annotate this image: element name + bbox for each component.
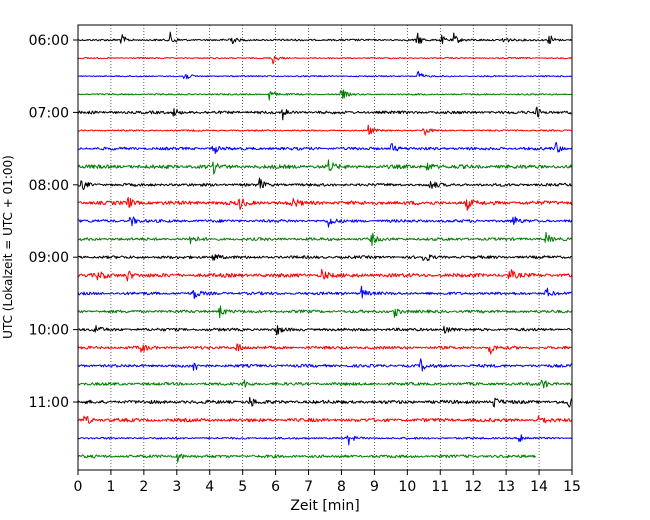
x-tick-label: 11 xyxy=(431,479,449,495)
y-tick-label: 08:00 xyxy=(29,178,69,194)
plot-frame xyxy=(77,24,573,471)
trace-0630 xyxy=(77,71,572,80)
trace-1045 xyxy=(77,379,572,389)
x-tick-label: 2 xyxy=(139,479,148,495)
x-tick-label: 8 xyxy=(337,479,346,495)
x-tick-label: 4 xyxy=(205,479,214,495)
trace-1000 xyxy=(77,325,572,336)
x-tick-label: 6 xyxy=(271,479,280,495)
trace-0930 xyxy=(77,285,572,300)
trace-1145 xyxy=(77,453,536,463)
grid xyxy=(110,25,540,470)
y-ticks: 06:00 07:00 08:00 09:00 10:00 11:00 xyxy=(29,33,78,411)
traces xyxy=(77,31,572,463)
x-tick-label: 14 xyxy=(530,479,548,495)
x-tick-label: 13 xyxy=(497,479,515,495)
y-tick-label: 10:00 xyxy=(29,323,69,339)
x-tick-label: 10 xyxy=(398,479,416,495)
trace-0645 xyxy=(77,89,572,101)
x-tick-label: 9 xyxy=(370,479,379,495)
trace-0745 xyxy=(77,159,572,175)
x-axis-label: Zeit [min] xyxy=(290,498,359,514)
trace-0615 xyxy=(77,55,572,65)
y-tick-label: 09:00 xyxy=(29,250,69,266)
trace-1100 xyxy=(77,396,572,408)
trace-0945 xyxy=(77,305,572,319)
trace-1030 xyxy=(77,358,572,372)
x-tick-label: 0 xyxy=(74,479,83,495)
y-axis-label: UTC (Lokalzeit = UTC + 01:00) xyxy=(1,155,15,339)
trace-0700 xyxy=(77,106,572,121)
trace-1130 xyxy=(77,434,572,446)
x-tick-label: 1 xyxy=(106,479,115,495)
trace-1115 xyxy=(77,415,572,424)
trace-1015 xyxy=(77,343,572,355)
trace-0830 xyxy=(77,216,572,228)
trace-0730 xyxy=(77,142,572,155)
trace-0800 xyxy=(77,177,572,190)
y-tick-label: 11:00 xyxy=(29,395,69,411)
x-tick-label: 12 xyxy=(464,479,482,495)
trace-0915 xyxy=(77,268,572,282)
y-tick-label: 07:00 xyxy=(29,105,69,121)
trace-0715 xyxy=(77,124,572,136)
x-tick-label: 3 xyxy=(172,479,181,495)
x-tick-label: 7 xyxy=(304,479,313,495)
x-ticks: 0 1 2 3 4 5 6 7 8 9 10 11 12 13 14 15 xyxy=(74,470,581,495)
y-tick-label: 06:00 xyxy=(29,33,69,49)
trace-0815 xyxy=(77,196,572,211)
x-tick-label: 15 xyxy=(563,479,581,495)
trace-0845 xyxy=(77,231,572,246)
trace-0600 xyxy=(77,31,572,45)
trace-0900 xyxy=(77,254,572,262)
x-tick-label: 5 xyxy=(238,479,247,495)
